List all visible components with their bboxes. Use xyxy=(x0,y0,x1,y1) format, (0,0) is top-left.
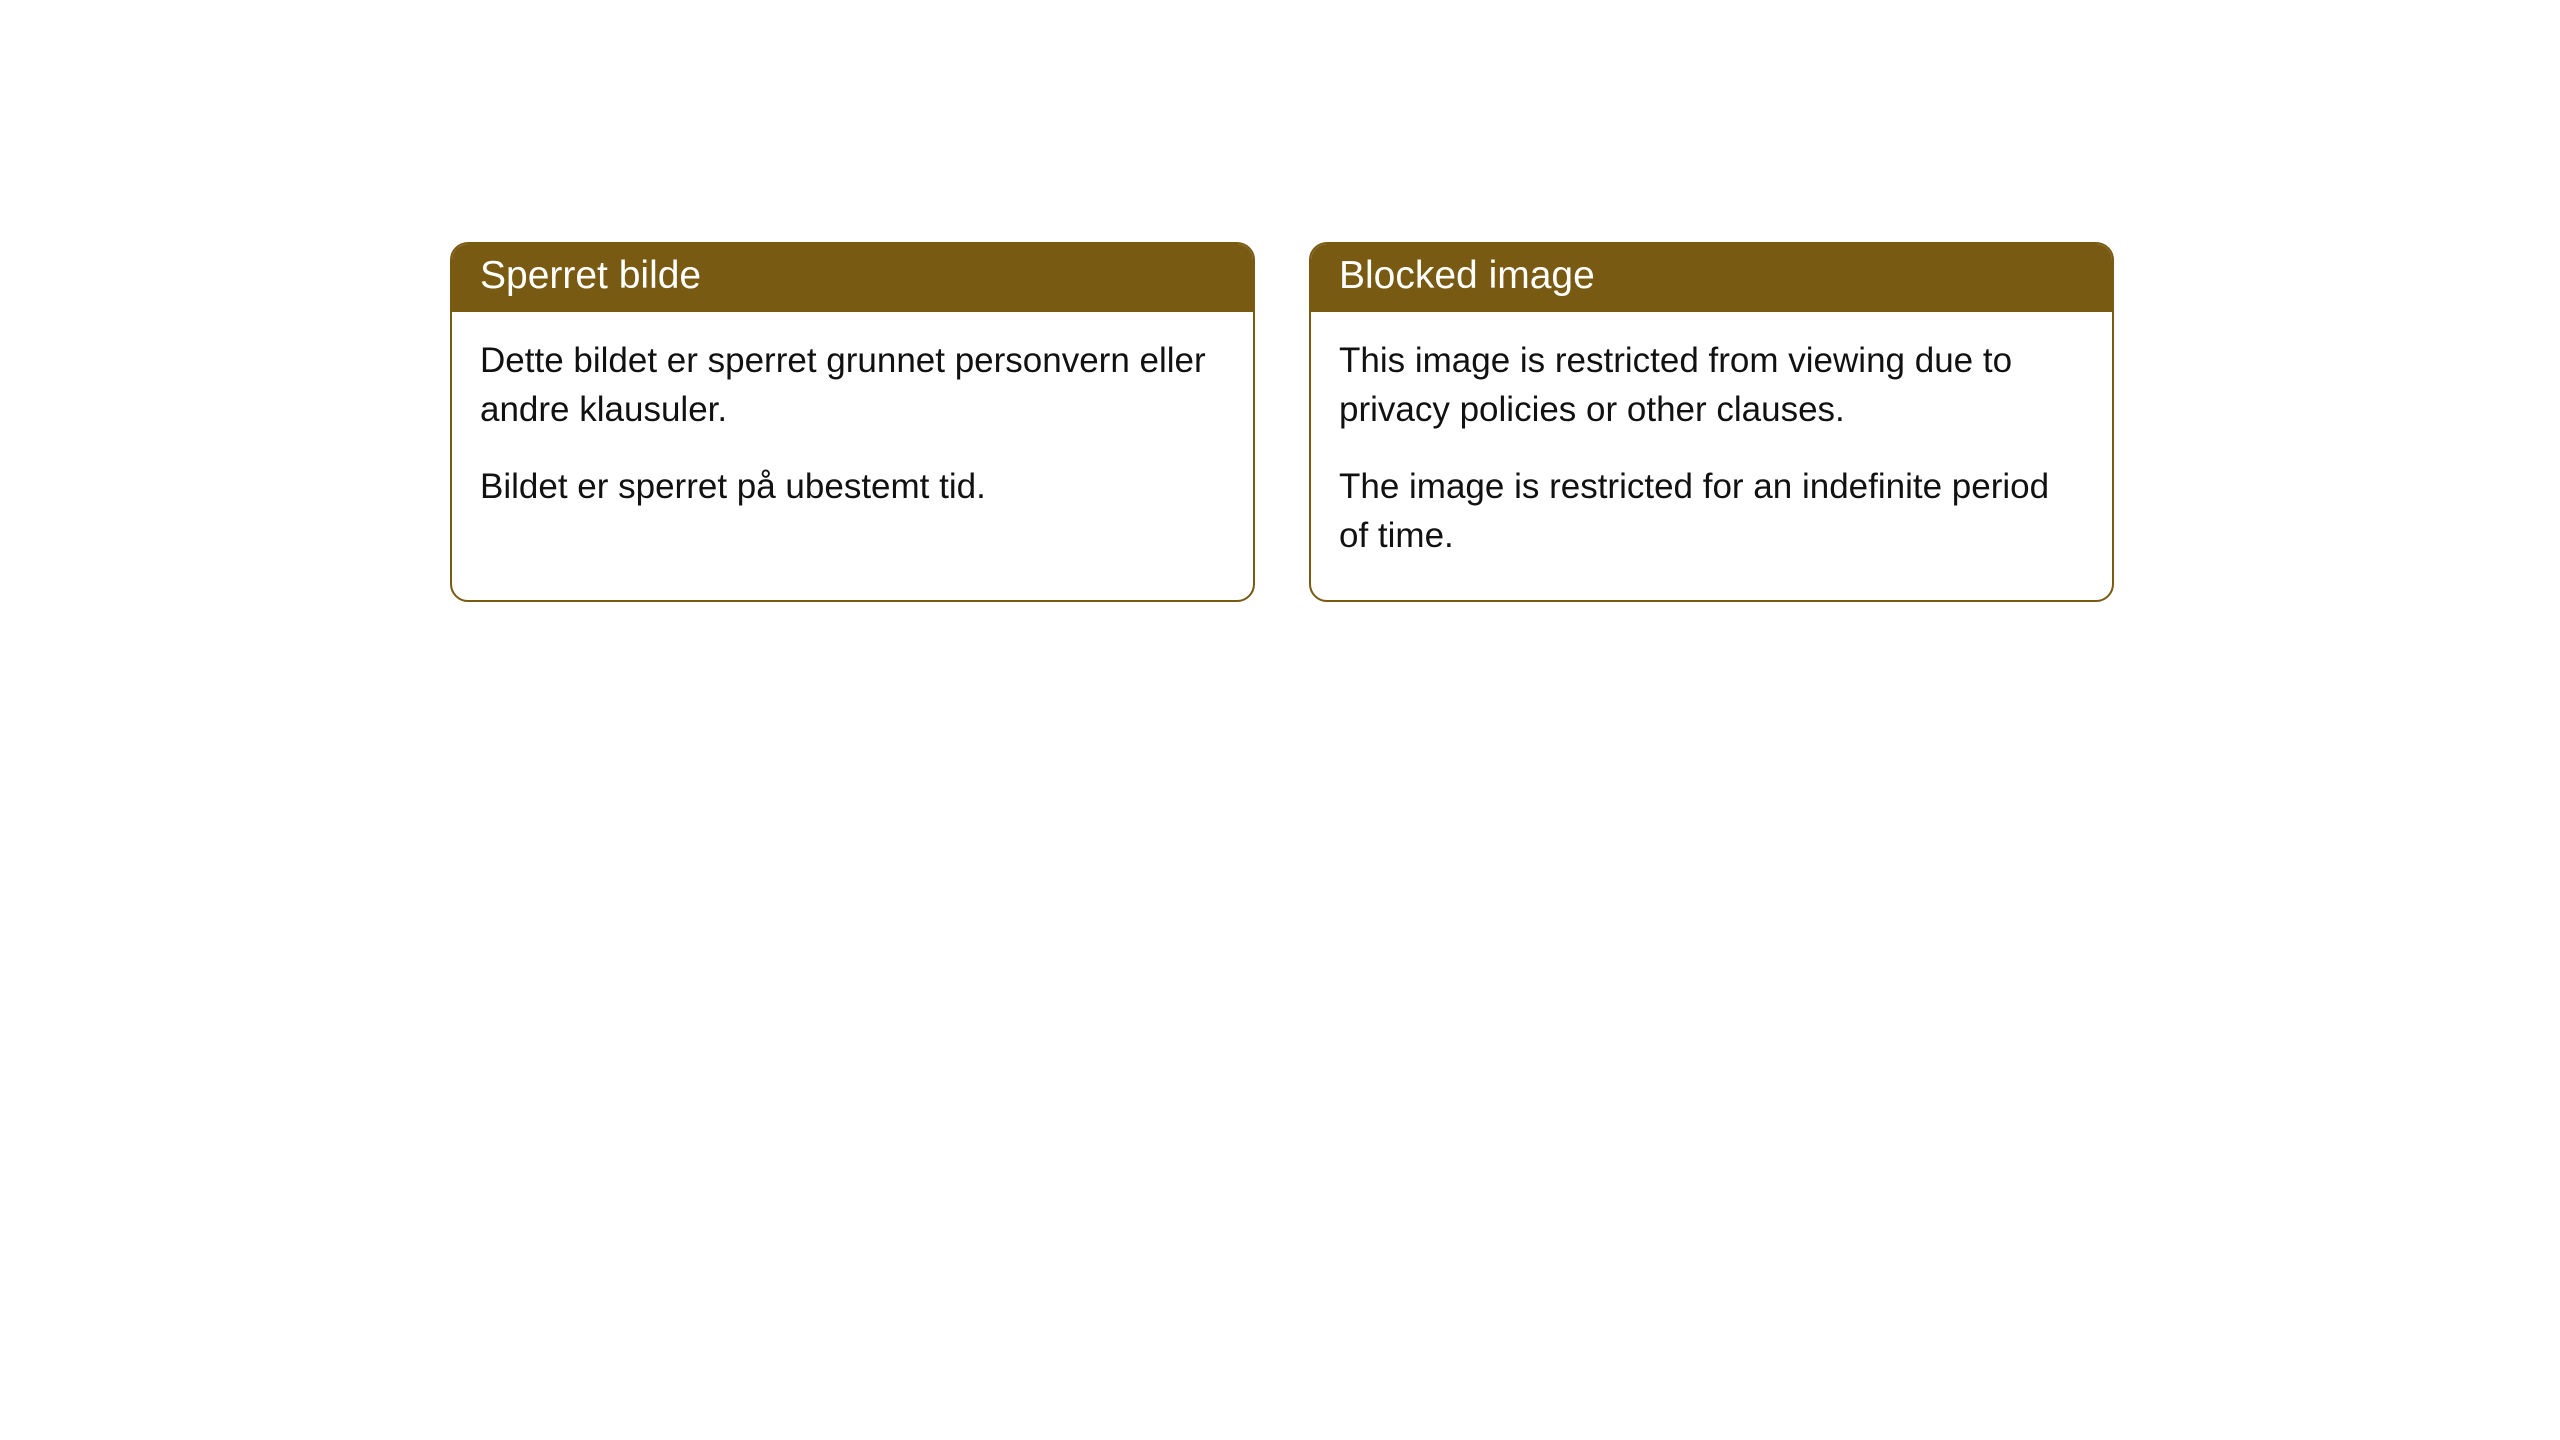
card-text-english-2: The image is restricted for an indefinit… xyxy=(1339,462,2084,560)
card-text-english-1: This image is restricted from viewing du… xyxy=(1339,336,2084,434)
card-text-norwegian-2: Bildet er sperret på ubestemt tid. xyxy=(480,462,1225,511)
card-norwegian: Sperret bilde Dette bildet er sperret gr… xyxy=(450,242,1255,602)
card-header-norwegian: Sperret bilde xyxy=(452,244,1253,312)
card-body-norwegian: Dette bildet er sperret grunnet personve… xyxy=(452,312,1253,551)
card-header-english: Blocked image xyxy=(1311,244,2112,312)
card-body-english: This image is restricted from viewing du… xyxy=(1311,312,2112,600)
card-english: Blocked image This image is restricted f… xyxy=(1309,242,2114,602)
card-container: Sperret bilde Dette bildet er sperret gr… xyxy=(450,242,2114,602)
card-text-norwegian-1: Dette bildet er sperret grunnet personve… xyxy=(480,336,1225,434)
